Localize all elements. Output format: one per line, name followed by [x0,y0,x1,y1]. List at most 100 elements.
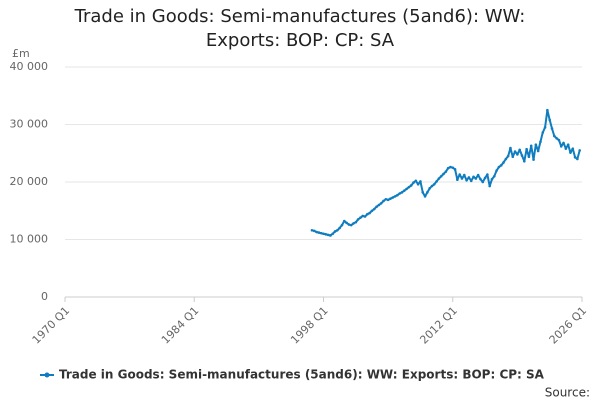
data-point [366,212,369,216]
data-point [430,184,434,188]
data-point [375,205,378,209]
data-point [557,138,561,142]
data-point [379,201,383,205]
data-point [483,176,487,180]
data-point [345,221,348,225]
data-point [553,134,556,138]
data-point [472,175,475,179]
data-point [506,154,510,158]
data-point [495,169,498,172]
legend-marker [44,372,50,378]
x-tick-label: 1984 Q1 [159,304,202,347]
data-point [529,144,533,148]
data-point [569,151,572,154]
data-point [439,174,443,178]
data-point [525,147,528,151]
x-tick-label: 2012 Q1 [417,304,460,347]
data-point [349,223,353,227]
data-point [476,173,480,177]
y-tick-label: 20 000 [10,175,49,188]
data-point [400,191,404,194]
data-point [361,214,365,218]
data-point [426,191,429,194]
data-point [317,231,321,234]
data-point [414,179,418,183]
data-point [398,192,401,195]
data-point [393,195,397,198]
y-tick-label: 10 000 [10,233,49,246]
data-point [481,180,485,184]
data-point [499,164,503,167]
data-point [578,149,581,152]
x-tick-label: 2026 Q1 [547,304,590,347]
data-point [412,181,415,184]
data-point [504,157,508,161]
data-point [456,178,459,181]
y-unit-label: £m [12,47,30,60]
y-tick-label: 30 000 [10,118,49,131]
data-point [467,176,471,179]
data-point [442,172,445,176]
data-point [465,178,468,182]
data-point [352,222,355,225]
data-point [326,233,330,237]
data-point [520,154,524,157]
data-point [363,215,367,218]
data-point [338,226,341,230]
data-point [548,118,551,122]
data-point [336,229,339,232]
data-point [511,155,515,158]
data-point [513,150,517,153]
data-point [409,184,413,187]
data-point [562,141,565,145]
data-point [377,203,381,207]
data-point [559,145,563,148]
data-point [543,126,547,129]
data-point [527,155,531,158]
data-point [474,177,478,180]
data-point [322,232,325,236]
data-point [356,218,360,221]
data-point [576,157,579,161]
data-point [391,196,395,199]
data-point [479,177,482,181]
data-point [416,183,420,186]
data-point [462,173,466,177]
data-point [539,140,542,144]
data-point [402,189,406,192]
data-point [534,143,538,146]
data-point [492,174,496,178]
data-point [370,209,374,213]
data-point [518,148,521,152]
chart-title: Trade in Goods: Semi-manufactures (5and6… [74,6,526,51]
data-point [347,223,351,226]
data-point [573,155,577,159]
data-point [522,160,526,163]
y-tick-label: 0 [41,290,48,303]
data-point [550,127,554,130]
data-point [469,179,473,183]
data-point [354,220,358,224]
data-point [319,231,323,235]
data-point [368,211,371,215]
data-point [432,183,436,186]
data-point [419,180,422,183]
data-point [389,197,392,200]
data-point [359,216,362,219]
data-point [509,146,512,150]
data-point [407,185,411,189]
source: Source: [545,386,590,400]
data-point [564,147,568,150]
data-point [396,193,399,197]
data-point [405,187,408,191]
data-point [428,187,431,190]
data-point [423,195,427,198]
data-point [541,131,545,134]
data-point [532,158,535,161]
data-point [566,143,570,146]
data-point [324,233,328,236]
data-point [497,165,501,169]
data-point [546,108,549,112]
